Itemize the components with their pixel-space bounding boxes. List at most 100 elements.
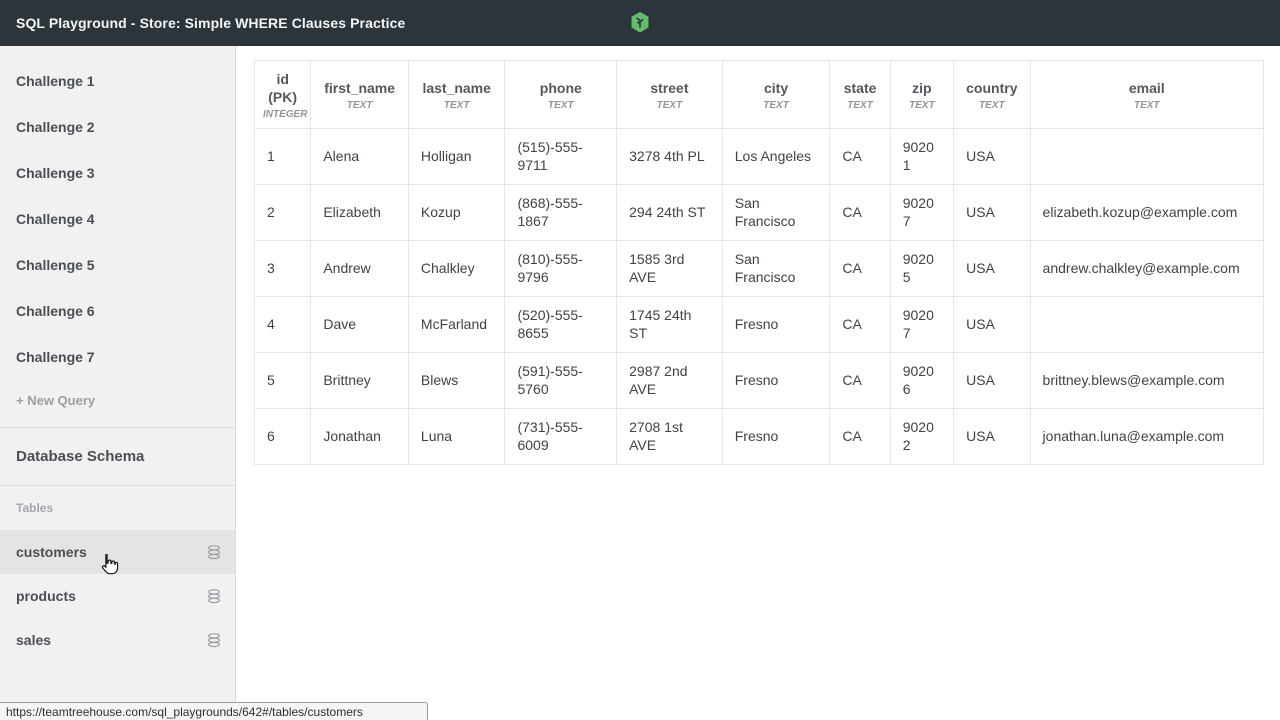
page-title: SQL Playground - Store: Simple WHERE Cla…: [16, 15, 406, 31]
table-cell: Holligan: [407, 128, 506, 185]
table-cell: elizabeth.kozup@example.com: [1029, 184, 1265, 241]
table-cell: Luna: [407, 408, 506, 465]
table-cell: andrew.chalkley@example.com: [1029, 240, 1265, 297]
sidebar-item-challenge-1[interactable]: Challenge 1: [16, 73, 95, 89]
table-cell: Los Angeles: [721, 128, 831, 185]
table-cell: 2708 1st AVE: [616, 408, 723, 465]
column-name: state: [843, 79, 877, 96]
table-cell: 1745 24th ST: [616, 296, 723, 353]
column-type: TEXT: [346, 100, 373, 112]
column-type: TEXT: [979, 100, 1005, 112]
column-header-country: country TEXT: [953, 60, 1031, 129]
sidebar: Challenge 1 Challenge 2 Challenge 3 Challen…: [0, 46, 236, 720]
database-icon: [207, 632, 221, 647]
table-cell: 90201: [889, 128, 955, 185]
sidebar-item-table-products[interactable]: products: [0, 574, 235, 618]
table-cell: Fresno: [721, 408, 831, 465]
database-icon: [207, 544, 221, 559]
table-cell: Fresno: [721, 296, 831, 353]
table-cell: USA: [953, 128, 1031, 185]
column-name: country: [966, 79, 1018, 96]
database-schema-heading: Database Schema: [16, 448, 145, 465]
table-cell: 6: [253, 408, 312, 465]
table-row: 5 Brittney Blews (591)-555-5760 2987 2nd AVE…: [253, 352, 1265, 409]
table-cell: USA: [953, 352, 1031, 409]
sidebar-item-challenge-6[interactable]: Challenge 6: [16, 303, 95, 319]
table-cell: CA: [829, 240, 891, 297]
column-type: TEXT: [656, 100, 683, 112]
table-cell: (520)-555-8655: [504, 296, 618, 353]
sidebar-item-challenge-7[interactable]: Challenge 7: [16, 349, 95, 365]
sidebar-item-challenge-4[interactable]: Challenge 4: [16, 211, 95, 227]
table-cell: 1585 3rd AVE: [616, 240, 723, 297]
table-row: 2 Elizabeth Kozup (868)-555-1867 294 24th ST…: [253, 184, 1265, 241]
table-cell: Elizabeth: [310, 184, 409, 241]
table-header-row: id (PK) INTEGER first_name TEXT last_name TEX…: [253, 60, 1265, 129]
table-cell: Kozup: [407, 184, 506, 241]
table-cell: 1: [253, 128, 312, 185]
table-cell: Blews: [407, 352, 506, 409]
table-cell: [1029, 128, 1265, 185]
table-cell: USA: [953, 408, 1031, 465]
table-cell: 5: [253, 352, 312, 409]
database-icon: [207, 588, 221, 603]
column-header-city: city TEXT: [721, 60, 831, 129]
table-cell: USA: [953, 240, 1031, 297]
sidebar-item-table-sales[interactable]: sales: [0, 618, 235, 662]
table-cell: brittney.blews@example.com: [1029, 352, 1265, 409]
table-cell: Jonathan: [310, 408, 409, 465]
column-header-email: email TEXT: [1029, 60, 1265, 129]
sidebar-divider: [0, 427, 235, 428]
column-type: INTEGER: [263, 109, 308, 120]
sidebar-item-challenge-5[interactable]: Challenge 5: [16, 257, 95, 273]
table-cell: (515)-555-9711: [504, 128, 618, 185]
column-name: zip: [912, 79, 932, 96]
new-query-button[interactable]: + New Query: [16, 392, 96, 408]
sidebar-divider: [0, 485, 235, 486]
table-name-label: products: [16, 588, 76, 604]
table-cell: Andrew: [310, 240, 409, 297]
table-name-label: customers: [16, 544, 87, 560]
sidebar-item-challenge-2[interactable]: Challenge 2: [16, 119, 95, 135]
table-cell: CA: [829, 184, 891, 241]
table-cell: 90202: [889, 408, 955, 465]
column-name: street: [650, 79, 689, 96]
column-header-first-name: first_name TEXT: [310, 60, 409, 129]
table-cell: San Francisco: [721, 240, 831, 297]
table-cell: CA: [829, 408, 891, 465]
app-header: SQL Playground - Store: Simple WHERE Cla…: [0, 0, 1280, 46]
table-row: 4 Dave McFarland (520)-555-8655 1745 24th ST…: [253, 296, 1265, 353]
table-cell: Alena: [310, 128, 409, 185]
customers-table: id (PK) INTEGER first_name TEXT last_name TEX…: [253, 60, 1265, 465]
column-type: TEXT: [443, 100, 470, 112]
tables-section-label: Tables: [16, 501, 54, 515]
treehouse-logo-icon[interactable]: [630, 12, 650, 34]
table-cell: 3: [253, 240, 312, 297]
table-cell: Chalkley: [407, 240, 506, 297]
table-cell: 90207: [889, 296, 955, 353]
table-cell: (591)-555-5760: [504, 352, 618, 409]
sidebar-item-challenge-3[interactable]: Challenge 3: [16, 165, 95, 181]
column-name: phone: [539, 79, 582, 96]
table-cell: USA: [953, 184, 1031, 241]
table-cell: 2: [253, 184, 312, 241]
column-name: city: [764, 79, 789, 96]
column-type: TEXT: [548, 100, 574, 112]
column-header-id-pk-: id (PK) INTEGER: [253, 60, 312, 129]
column-header-phone: phone TEXT: [504, 60, 618, 129]
table-cell: [1029, 296, 1265, 353]
table-cell: 4: [253, 296, 312, 353]
challenge-list: Challenge 1 Challenge 2 Challenge 3 Challen…: [0, 46, 235, 380]
table-cell: 90207: [889, 184, 955, 241]
column-type: TEXT: [763, 100, 789, 112]
table-cell: CA: [829, 352, 891, 409]
column-header-state: state TEXT: [829, 60, 891, 129]
table-cell: CA: [829, 296, 891, 353]
column-header-zip: zip TEXT: [889, 60, 955, 129]
sidebar-item-table-customers[interactable]: customers: [0, 530, 235, 574]
table-row: 1 Alena Holligan (515)-555-9711 3278 4th PL L…: [253, 128, 1265, 185]
column-name: id (PK): [268, 71, 298, 105]
column-type: TEXT: [847, 100, 873, 112]
main-content: id (PK) INTEGER first_name TEXT last_name TEX…: [236, 46, 1280, 720]
column-type: TEXT: [1133, 100, 1160, 112]
